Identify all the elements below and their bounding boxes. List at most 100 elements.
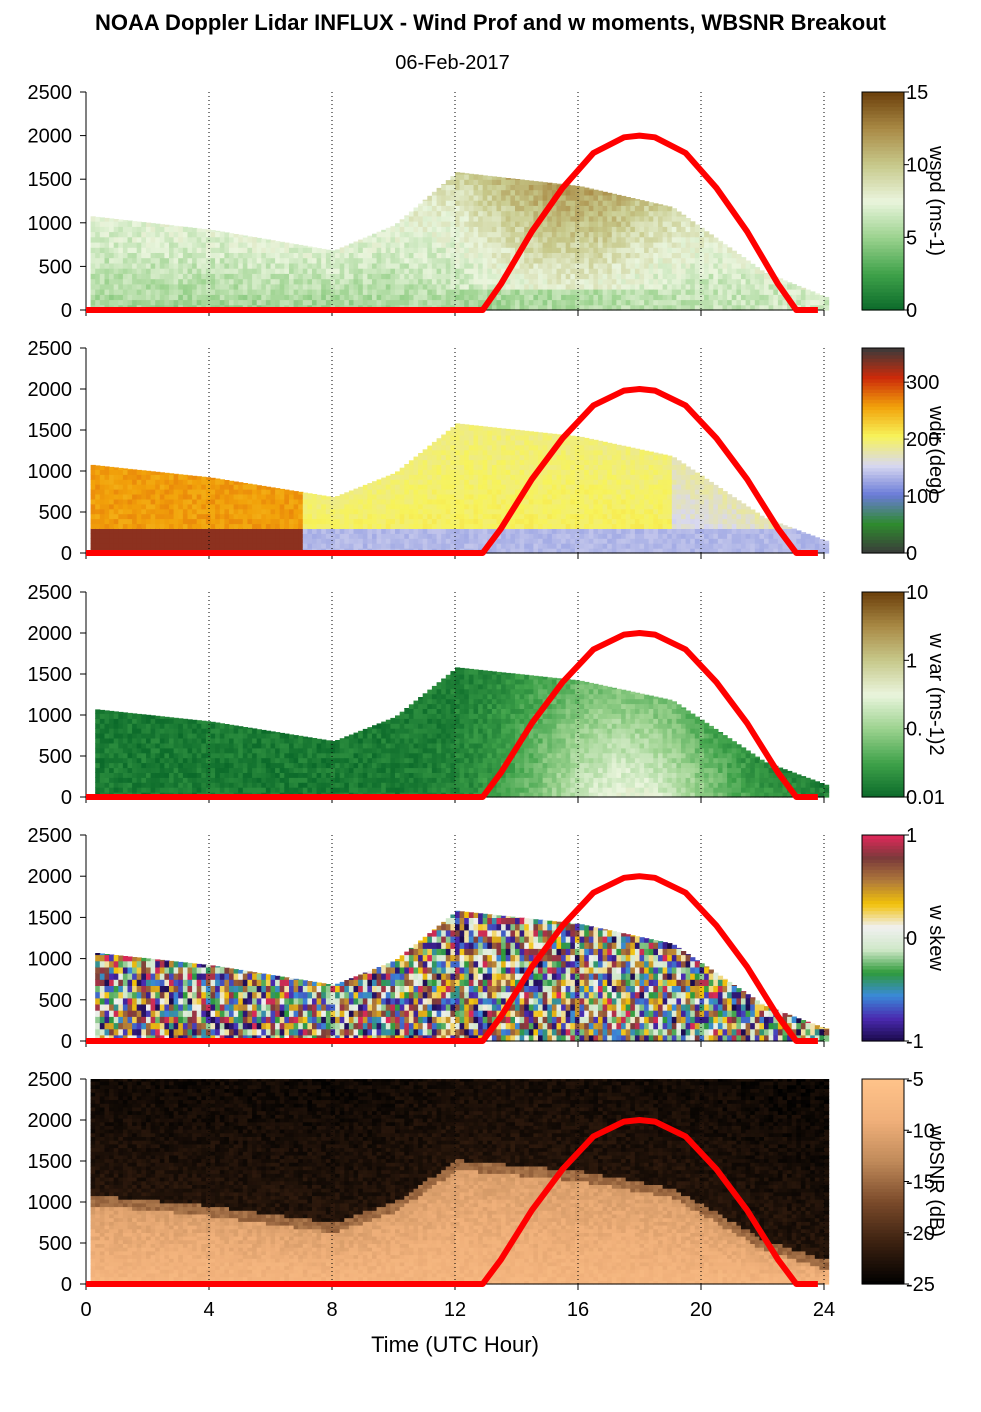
heatmap-cell xyxy=(565,215,571,222)
heatmap-cell xyxy=(385,273,391,280)
heatmap-cell xyxy=(556,454,562,461)
heatmap-cell xyxy=(173,489,179,495)
heatmap-cell xyxy=(496,434,502,441)
heatmap-cell xyxy=(372,513,378,520)
heatmap-cell xyxy=(616,304,622,311)
heatmap-cell xyxy=(445,479,451,485)
heatmap-cell xyxy=(353,278,359,285)
heatmap-cell xyxy=(215,533,221,539)
heatmap-cell xyxy=(312,523,318,529)
heatmap-cell xyxy=(367,242,373,248)
heatmap-cell xyxy=(556,503,562,510)
heatmap-cell xyxy=(118,231,124,238)
heatmap-cell xyxy=(113,221,119,227)
heatmap-cell xyxy=(215,262,221,269)
heatmap-cell xyxy=(279,278,285,285)
heatmap-cell xyxy=(579,289,585,295)
heatmap-cell xyxy=(533,464,539,470)
heatmap-cell xyxy=(662,205,668,212)
heatmap-cell xyxy=(519,548,525,554)
heatmap-cell xyxy=(164,257,170,264)
heatmap-cell xyxy=(279,268,285,274)
heatmap-cell xyxy=(270,538,276,544)
heatmap-cell xyxy=(464,449,470,456)
heatmap-cell xyxy=(441,498,447,505)
heatmap-cell xyxy=(574,459,581,465)
heatmap-cell xyxy=(265,489,272,495)
heatmap-cell xyxy=(348,513,355,520)
heatmap-cell xyxy=(252,299,258,306)
heatmap-cell xyxy=(275,518,281,525)
heatmap-cell xyxy=(289,268,295,274)
heatmap-cell xyxy=(727,304,733,311)
heatmap-cell xyxy=(275,252,281,259)
heatmap-cell xyxy=(413,538,419,544)
heatmap-cell xyxy=(367,498,373,505)
heatmap-cell xyxy=(478,543,484,549)
heatmap-cell xyxy=(588,294,594,301)
heatmap-cell xyxy=(427,299,433,306)
heatmap-cell xyxy=(588,242,594,248)
heatmap-cell xyxy=(233,236,239,243)
heatmap-cell xyxy=(136,474,142,480)
heatmap-cell xyxy=(630,273,636,280)
heatmap-cell xyxy=(205,268,212,274)
heatmap-cell xyxy=(321,528,327,534)
heatmap-cell xyxy=(533,484,539,490)
heatmap-cell xyxy=(178,479,184,485)
heatmap-cell xyxy=(694,247,700,253)
heatmap-cell xyxy=(256,294,262,301)
heatmap-cell xyxy=(302,273,308,280)
heatmap-cell xyxy=(395,484,401,490)
heatmap-cell xyxy=(104,503,110,510)
heatmap-cell xyxy=(510,226,516,233)
heatmap-cell xyxy=(113,226,119,233)
heatmap-cell xyxy=(584,538,590,544)
heatmap-cell xyxy=(598,289,604,295)
heatmap-cell xyxy=(565,273,571,280)
heatmap-cell xyxy=(118,543,124,549)
heatmap-cell xyxy=(593,283,599,290)
heatmap-cell xyxy=(293,533,299,539)
heatmap-cell xyxy=(556,528,562,534)
heatmap-cell xyxy=(478,479,484,485)
heatmap-cell xyxy=(201,479,207,485)
heatmap-cell xyxy=(450,283,456,290)
heatmap-cell xyxy=(736,257,742,264)
heatmap-cell xyxy=(178,268,184,274)
heatmap-cell xyxy=(519,474,525,480)
heatmap-cell xyxy=(247,528,253,534)
heatmap-cell xyxy=(210,247,216,253)
heatmap-cell xyxy=(800,289,807,295)
heatmap-cell xyxy=(630,242,636,248)
heatmap-cell xyxy=(404,231,410,238)
heatmap-cell xyxy=(178,508,184,515)
heatmap-cell xyxy=(196,479,202,485)
heatmap-cell xyxy=(588,479,594,485)
heatmap-cell xyxy=(584,294,590,301)
colorbar-swatch xyxy=(862,226,904,231)
heatmap-cell xyxy=(164,498,170,505)
heatmap-cell xyxy=(109,474,115,480)
heatmap-cell xyxy=(307,273,313,280)
heatmap-cell xyxy=(182,533,189,539)
heatmap-cell xyxy=(598,221,604,227)
heatmap-cell xyxy=(427,538,433,544)
heatmap-cell xyxy=(187,294,193,301)
heatmap-cell xyxy=(256,242,262,248)
heatmap-cell xyxy=(155,223,161,227)
heatmap-cell xyxy=(316,533,322,539)
heatmap-cell xyxy=(584,494,590,500)
heatmap-cell xyxy=(348,528,355,534)
heatmap-cell xyxy=(348,543,355,549)
heatmap-cell xyxy=(155,498,161,505)
heatmap-cell xyxy=(376,247,382,253)
heatmap-cell xyxy=(621,257,627,264)
heatmap-cell xyxy=(127,289,133,295)
heatmap-cell xyxy=(505,548,511,554)
heatmap-cell xyxy=(344,268,350,274)
heatmap-cell xyxy=(487,221,493,227)
heatmap-cell xyxy=(538,513,544,520)
heatmap-cell xyxy=(754,267,760,269)
heatmap-cell xyxy=(431,289,438,295)
